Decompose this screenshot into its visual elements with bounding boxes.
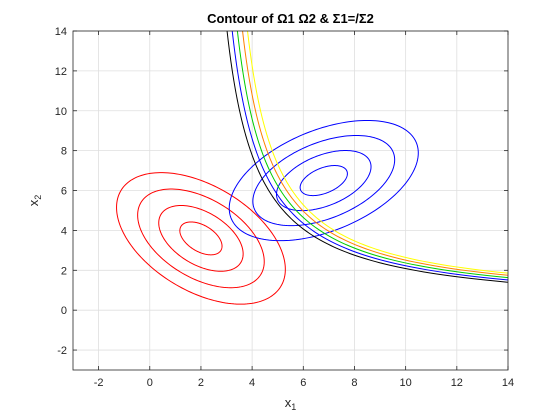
y-axis-label-subscript: 2 [33,195,43,200]
x-tick-label: 4 [249,377,255,389]
y-tick-label: 12 [55,66,67,78]
y-tick-label: 10 [55,106,67,118]
contour-ellipse [116,172,286,305]
x-tick-label: 10 [400,377,412,389]
plot-frame [72,30,509,371]
contour-ellipse [179,221,223,256]
contour-ellipse [299,165,348,197]
chart-title: Contour of Ω1 Ω2 & Σ1=/Σ2 [207,11,374,26]
y-axis-label-main: x [26,199,41,206]
y-tick-label: 0 [61,305,67,317]
x-tick-label: 12 [451,377,463,389]
decision-boundary-line [231,31,508,281]
x-tick-label: 14 [502,377,514,389]
contour-curves [116,31,508,305]
y-tick-label: 2 [61,265,67,277]
y-tick-label: 14 [55,26,67,38]
y-tick-label: -2 [57,345,67,357]
decision-boundary-line [226,31,508,283]
x-axis-label: x1 [285,395,297,412]
y-tick-label: 8 [61,146,67,158]
x-tick-label: 0 [147,377,153,389]
y-axis-label: x2 [26,195,43,207]
x-tick-label: 8 [351,377,357,389]
x-axis-label-subscript: 1 [291,402,296,412]
contour-ellipse [158,205,244,272]
x-axis-label-main: x [285,395,292,410]
plot-area [73,31,508,370]
x-tick-label: 2 [198,377,204,389]
contour-ellipse [275,149,372,212]
contour-ellipse [252,134,396,227]
x-tick-label: -2 [94,377,104,389]
x-tick-label: 6 [300,377,306,389]
y-tick-label: 6 [61,186,67,198]
y-tick-label: 4 [61,225,67,237]
decision-boundary-line [242,31,508,276]
axis-ticks: -2 0 2 4 6 8 10 12 14 -2 0 2 4 6 8 10 12 14 [55,26,514,389]
contour-ellipse [228,119,419,242]
decision-boundary-line [247,31,508,274]
decision-boundary-line [236,31,508,279]
